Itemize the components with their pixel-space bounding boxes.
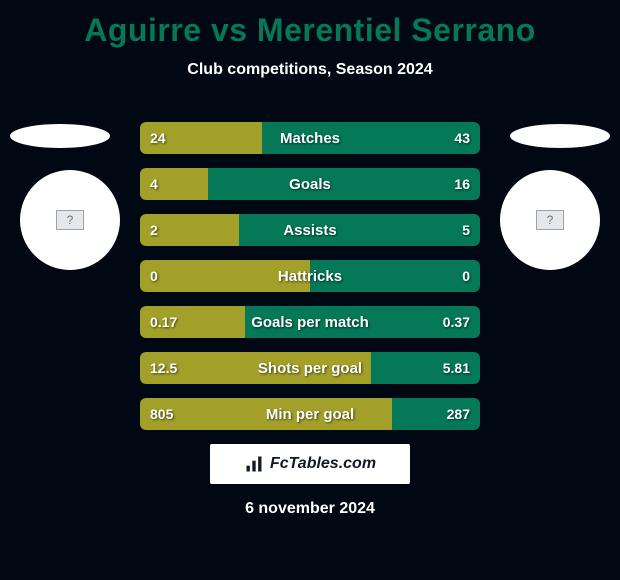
stat-bar-left	[140, 352, 371, 384]
stat-bar-left	[140, 306, 245, 338]
stat-row: 24 Matches 43	[140, 122, 480, 154]
stat-bar-left	[140, 214, 239, 246]
comparison-subtitle: Club competitions, Season 2024	[0, 61, 620, 79]
stat-row: 805 Min per goal 287	[140, 398, 480, 430]
site-logo[interactable]: FcTables.com	[210, 444, 410, 484]
stat-row: 12.5 Shots per goal 5.81	[140, 352, 480, 384]
stat-bar-left	[140, 398, 392, 430]
snapshot-date: 6 november 2024	[0, 500, 620, 518]
stat-bar-right	[262, 122, 480, 154]
stat-bar-right	[208, 168, 480, 200]
stat-bar-right	[392, 398, 480, 430]
site-logo-text: FcTables.com	[270, 455, 376, 473]
stat-bar-left	[140, 168, 208, 200]
stats-bars: 24 Matches 43 4 Goals 16 2 Assists 5 0 H…	[140, 122, 480, 444]
flag-icon: ?	[56, 210, 84, 230]
team-ellipse-left	[10, 124, 110, 148]
stat-bar-right	[371, 352, 480, 384]
stat-row: 0.17 Goals per match 0.37	[140, 306, 480, 338]
stat-bar-right	[310, 260, 480, 292]
stat-bar-right	[239, 214, 480, 246]
stat-bar-left	[140, 260, 310, 292]
flag-icon: ?	[536, 210, 564, 230]
stat-row: 4 Goals 16	[140, 168, 480, 200]
stat-row: 2 Assists 5	[140, 214, 480, 246]
player-circle-left: ?	[20, 170, 120, 270]
team-ellipse-right	[510, 124, 610, 148]
bar-chart-icon	[244, 454, 264, 474]
comparison-title: Aguirre vs Merentiel Serrano	[0, 0, 620, 49]
stat-row: 0 Hattricks 0	[140, 260, 480, 292]
stat-bar-right	[245, 306, 480, 338]
stat-bar-left	[140, 122, 262, 154]
player-circle-right: ?	[500, 170, 600, 270]
